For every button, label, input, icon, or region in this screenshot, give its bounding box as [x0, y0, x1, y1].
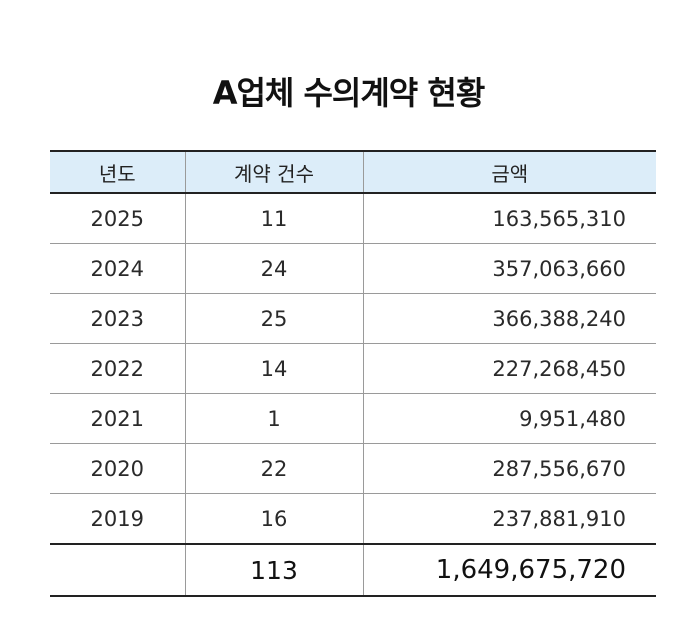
cell-amount: 357,063,660: [362, 243, 656, 294]
cell-year: 2021: [50, 393, 185, 444]
total-count: 113: [184, 543, 363, 597]
cell-count: 16: [184, 493, 363, 545]
header-count: 계약 건수: [184, 150, 363, 194]
cell-amount: 227,268,450: [362, 343, 656, 394]
header-year: 년도: [50, 150, 185, 194]
contract-table: 년도 계약 건수 금액 2025 11 163,565,310 2024 24 …: [50, 150, 656, 597]
table-header-row: 년도 계약 건수 금액: [50, 150, 656, 194]
total-label: [50, 543, 185, 597]
table-row: 2023 25 366,388,240: [50, 293, 656, 344]
table-row: 2020 22 287,556,670: [50, 443, 656, 494]
cell-amount: 163,565,310: [362, 193, 656, 244]
cell-count: 24: [184, 243, 363, 294]
page-title: A업체 수의계약 현황: [212, 74, 486, 112]
cell-year: 2024: [50, 243, 185, 294]
cell-amount: 9,951,480: [362, 393, 656, 444]
cell-amount: 287,556,670: [362, 443, 656, 494]
cell-year: 2020: [50, 443, 185, 494]
cell-count: 1: [184, 393, 363, 444]
header-amount: 금액: [362, 150, 656, 194]
cell-count: 11: [184, 193, 363, 244]
cell-amount: 237,881,910: [362, 493, 656, 545]
table-row: 2019 16 237,881,910: [50, 493, 656, 545]
table-row: 2025 11 163,565,310: [50, 193, 656, 244]
cell-count: 22: [184, 443, 363, 494]
cell-count: 14: [184, 343, 363, 394]
cell-year: 2023: [50, 293, 185, 344]
cell-year: 2019: [50, 493, 185, 545]
cell-amount: 366,388,240: [362, 293, 656, 344]
table-row: 2024 24 357,063,660: [50, 243, 656, 294]
total-row: 113 1,649,675,720: [50, 543, 656, 597]
table-row: 2021 1 9,951,480: [50, 393, 656, 444]
cell-count: 25: [184, 293, 363, 344]
cell-year: 2025: [50, 193, 185, 244]
cell-year: 2022: [50, 343, 185, 394]
table-row: 2022 14 227,268,450: [50, 343, 656, 394]
total-amount: 1,649,675,720: [362, 543, 656, 597]
